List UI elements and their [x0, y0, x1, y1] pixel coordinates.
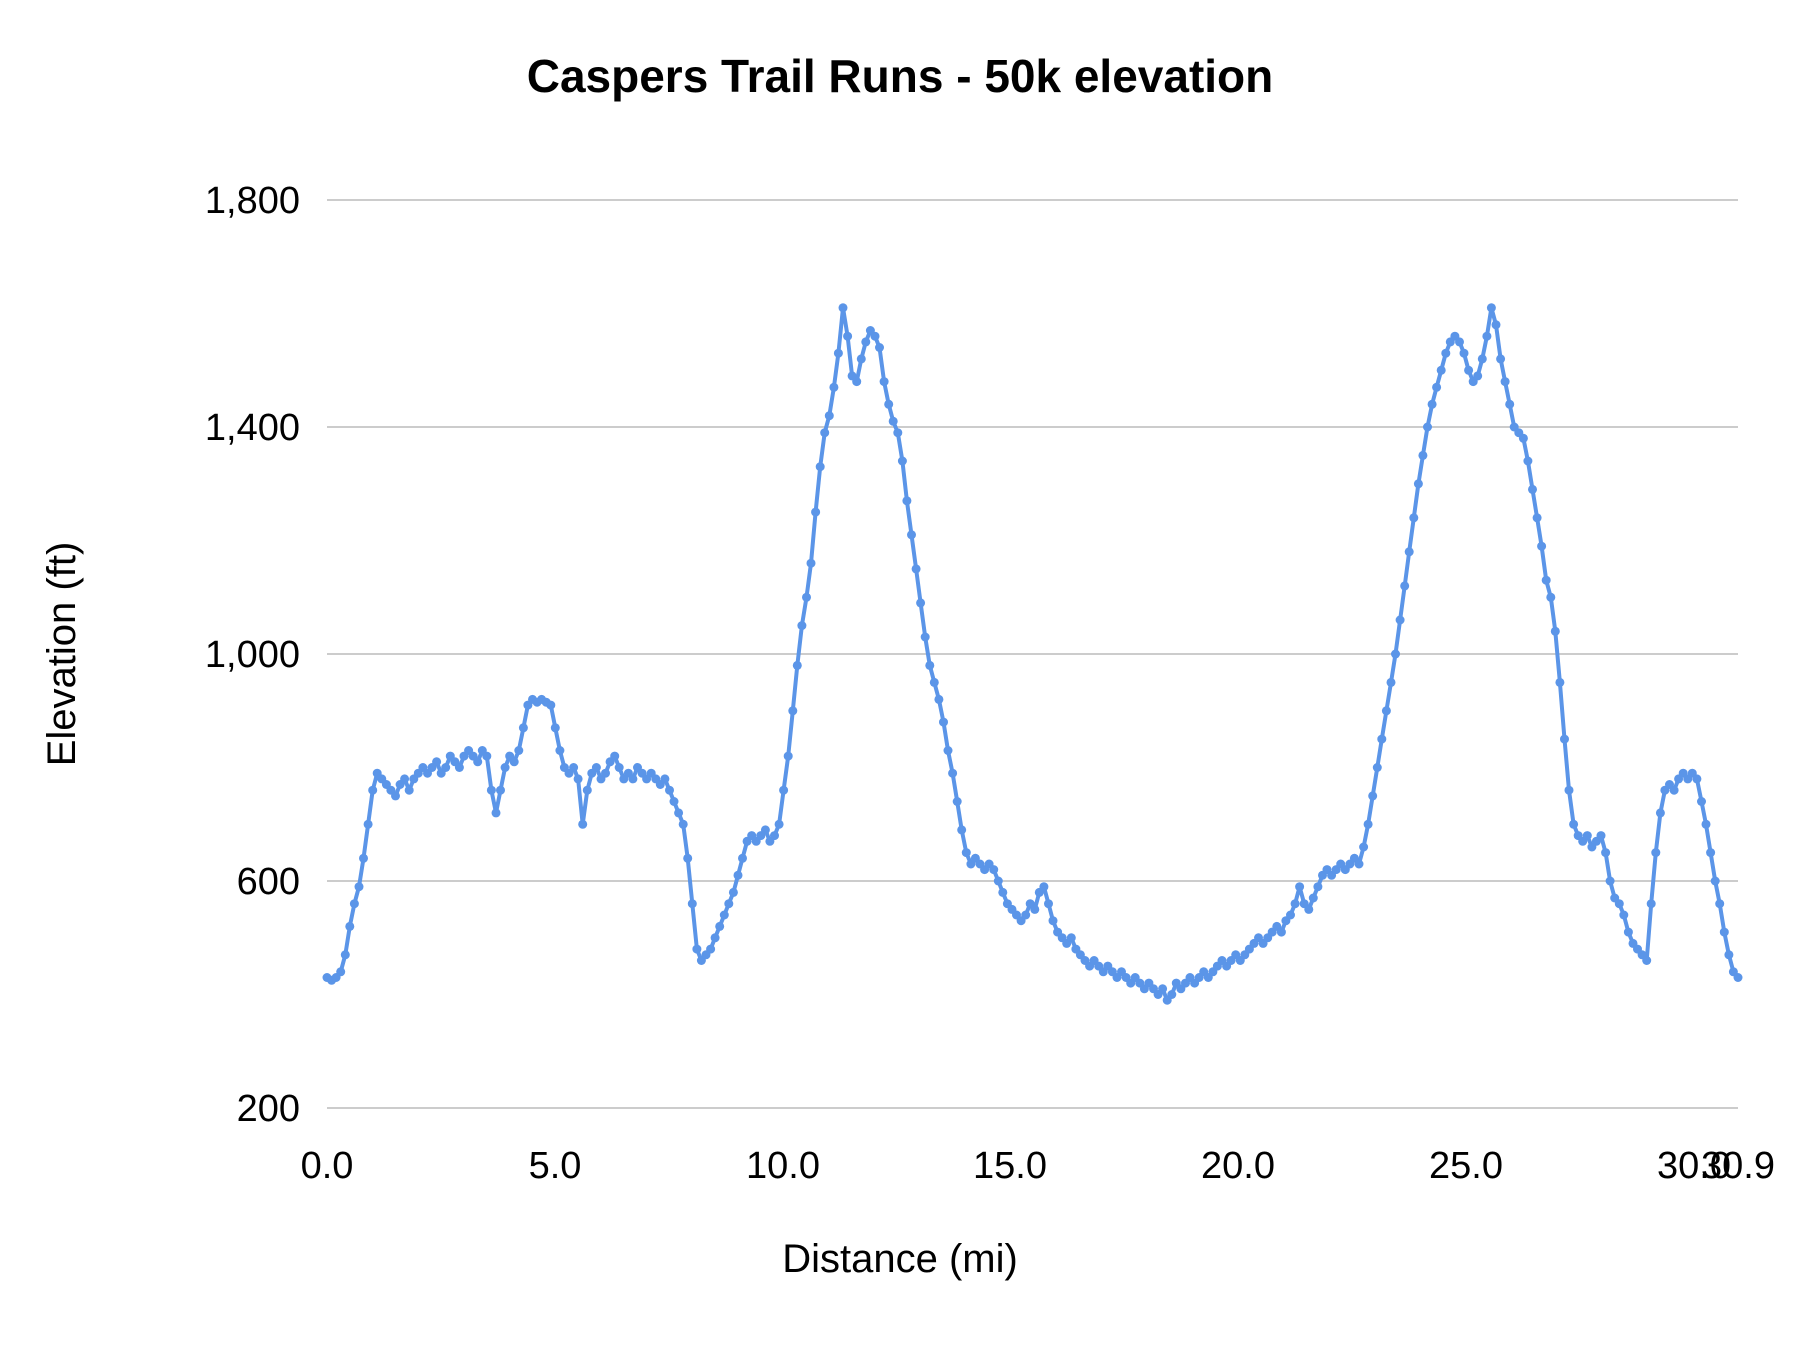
- y-tick-200: 200: [237, 1088, 300, 1130]
- x-axis-label: Distance (mi): [782, 1237, 1018, 1281]
- x-tick-30-9: 30.9: [1701, 1145, 1775, 1187]
- x-tick-0: 0.0: [301, 1145, 354, 1187]
- chart-title: Caspers Trail Runs - 50k elevation: [527, 50, 1274, 102]
- x-tick-20: 20.0: [1201, 1145, 1275, 1187]
- y-tick-1400: 1,400: [205, 407, 300, 449]
- x-tick-15: 15.0: [973, 1145, 1047, 1187]
- y-tick-600: 600: [237, 861, 300, 903]
- y-tick-1800: 1,800: [205, 180, 300, 222]
- x-tick-10: 10.0: [746, 1145, 820, 1187]
- elevation-series: [322, 303, 1743, 1005]
- x-tick-5: 5.0: [529, 1145, 582, 1187]
- x-tick-30: 30.0: [1657, 1145, 1731, 1187]
- x-tick-25: 25.0: [1429, 1145, 1503, 1187]
- y-tick-1000: 1,000: [205, 634, 300, 676]
- y-axis-label: Elevation (ft): [40, 542, 84, 767]
